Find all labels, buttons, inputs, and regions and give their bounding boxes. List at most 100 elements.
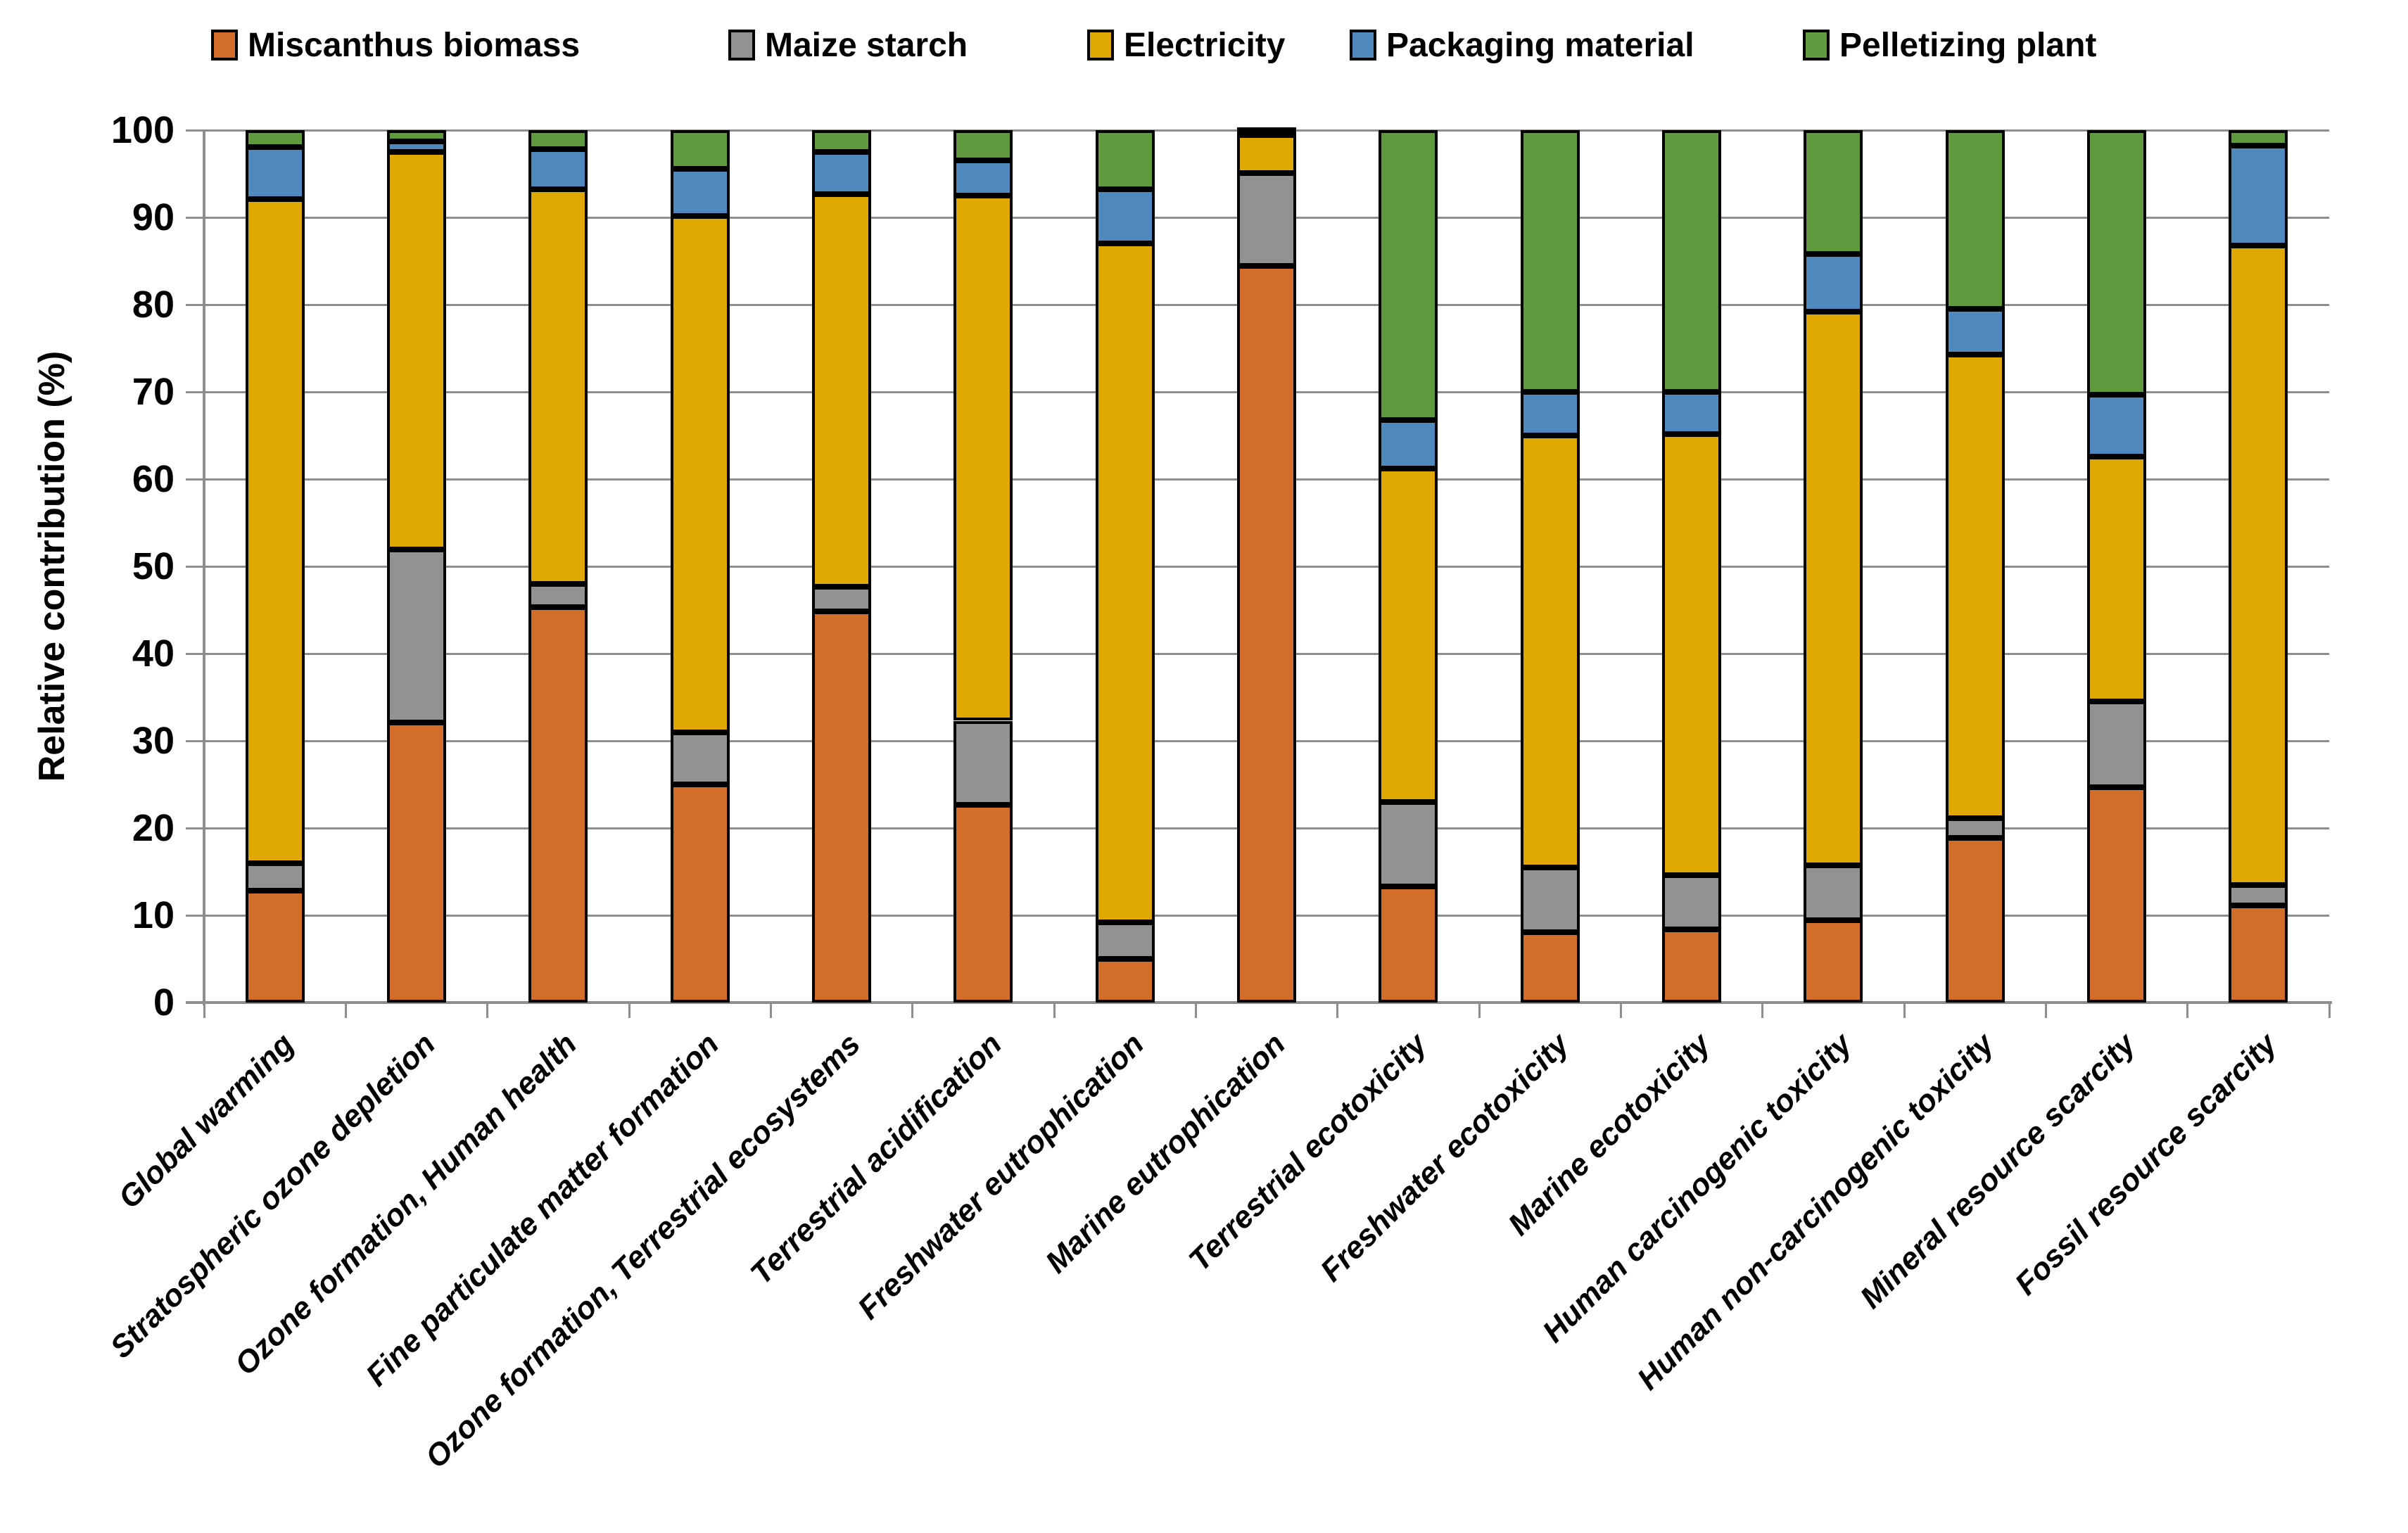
bar-segment-maize-starch bbox=[2229, 884, 2288, 906]
bar-segment-packaging-material bbox=[1945, 309, 2005, 355]
bar-segment-miscanthus-biomass bbox=[1237, 266, 1296, 1003]
bar-segment-electricity bbox=[387, 152, 446, 550]
bar-segment-miscanthus-biomass bbox=[2087, 787, 2146, 1003]
bar-segment-electricity bbox=[812, 193, 871, 587]
bar-segment-packaging-material bbox=[670, 168, 730, 216]
bar-segment-packaging-material bbox=[2087, 394, 2146, 457]
legend-label: Packaging material bbox=[1386, 26, 1694, 64]
bar-segment-maize-starch bbox=[1379, 801, 1438, 887]
x-axis-tick bbox=[1053, 1003, 1056, 1018]
y-tick-label: 20 bbox=[132, 807, 175, 849]
bar-segment-electricity bbox=[1237, 135, 1296, 173]
bar-6 bbox=[1095, 130, 1155, 1003]
x-axis-tick bbox=[1478, 1003, 1481, 1018]
y-axis-tick bbox=[186, 566, 204, 568]
bar-segment-maize-starch bbox=[670, 732, 730, 784]
bar-12 bbox=[1945, 130, 2005, 1003]
bar-5 bbox=[953, 130, 1013, 1003]
legend-swatch-icon bbox=[1803, 30, 1830, 61]
bar-segment-packaging-material bbox=[812, 152, 871, 194]
x-axis-tick bbox=[1336, 1003, 1339, 1018]
bar-segment-maize-starch bbox=[1662, 874, 1721, 929]
legend-swatch-icon bbox=[1350, 30, 1376, 61]
bar-segment-pelletizing-plant bbox=[1662, 130, 1721, 392]
bar-segment-miscanthus-biomass bbox=[387, 722, 446, 1003]
y-axis-tick bbox=[186, 304, 204, 306]
x-axis-tick bbox=[2328, 1003, 2331, 1018]
y-axis-tick bbox=[186, 827, 204, 829]
bar-segment-pelletizing-plant bbox=[1379, 130, 1438, 420]
bar-segment-pelletizing-plant bbox=[2229, 130, 2288, 146]
bar-segment-electricity bbox=[1095, 243, 1155, 922]
x-axis-tick bbox=[486, 1003, 489, 1018]
bar-segment-pelletizing-plant bbox=[2087, 130, 2146, 395]
bar-segment-packaging-material bbox=[1379, 419, 1438, 469]
x-axis-tick bbox=[344, 1003, 347, 1018]
bar-segment-miscanthus-biomass bbox=[2229, 905, 2288, 1003]
y-tick-label: 90 bbox=[132, 196, 175, 238]
plot-area bbox=[186, 127, 2332, 1018]
bar-segment-maize-starch bbox=[1945, 818, 2005, 838]
y-tick-label: 10 bbox=[132, 894, 175, 936]
bar-segment-electricity bbox=[1520, 435, 1580, 867]
bar-segment-packaging-material bbox=[387, 141, 446, 152]
y-tick-label: 0 bbox=[153, 981, 175, 1024]
x-axis-tick bbox=[628, 1003, 630, 1018]
bar-segment-miscanthus-biomass bbox=[1662, 929, 1721, 1003]
bar-segment-maize-starch bbox=[387, 549, 446, 723]
y-axis-tick bbox=[186, 391, 204, 393]
bar-0 bbox=[245, 130, 305, 1003]
bar-segment-maize-starch bbox=[1520, 867, 1580, 932]
bar-segment-pelletizing-plant bbox=[812, 130, 871, 152]
legend-item-0: Miscanthus biomass bbox=[211, 25, 580, 65]
bar-segment-maize-starch bbox=[953, 720, 1013, 805]
bar-segment-electricity bbox=[1662, 433, 1721, 875]
legend-label: Miscanthus biomass bbox=[248, 26, 581, 64]
legend-item-3: Packaging material bbox=[1350, 25, 1694, 65]
x-axis-tick bbox=[1761, 1003, 1764, 1018]
y-tick-label: 70 bbox=[132, 371, 175, 413]
bar-8 bbox=[1379, 130, 1438, 1003]
bar-3 bbox=[670, 130, 730, 1003]
bar-segment-miscanthus-biomass bbox=[1379, 886, 1438, 1003]
y-tick-label: 100 bbox=[110, 109, 175, 151]
bar-segment-electricity bbox=[1945, 354, 2005, 819]
x-axis-tick bbox=[1903, 1003, 1906, 1018]
bar-segment-maize-starch bbox=[1804, 865, 1863, 921]
bar-segment-packaging-material bbox=[245, 146, 305, 199]
bar-13 bbox=[2087, 130, 2146, 1003]
x-axis-tick bbox=[2044, 1003, 2047, 1018]
y-axis-tick bbox=[186, 915, 204, 917]
bar-1 bbox=[387, 130, 446, 1003]
bar-segment-electricity bbox=[1804, 311, 1863, 866]
y-axis-tick bbox=[186, 1002, 204, 1004]
x-axis-tick bbox=[911, 1003, 914, 1018]
bar-segment-packaging-material bbox=[1095, 189, 1155, 244]
y-axis-line bbox=[203, 130, 205, 1005]
bar-segment-packaging-material bbox=[2229, 146, 2288, 246]
bar-segment-maize-starch bbox=[812, 586, 871, 612]
bar-segment-pelletizing-plant bbox=[1237, 127, 1296, 133]
y-tick-label: 30 bbox=[132, 720, 175, 762]
bar-7 bbox=[1237, 127, 1296, 1003]
bar-segment-miscanthus-biomass bbox=[953, 804, 1013, 1003]
bar-segment-pelletizing-plant bbox=[670, 130, 730, 169]
bar-segment-maize-starch bbox=[245, 863, 305, 891]
y-axis-tick bbox=[186, 217, 204, 219]
x-axis-tick bbox=[1194, 1003, 1197, 1018]
y-axis-tick bbox=[186, 740, 204, 742]
bar-segment-packaging-material bbox=[528, 149, 588, 190]
bar-segment-miscanthus-biomass bbox=[812, 611, 871, 1003]
bar-segment-miscanthus-biomass bbox=[1804, 920, 1863, 1003]
bar-segment-miscanthus-biomass bbox=[528, 607, 588, 1003]
legend-label: Pelletizing plant bbox=[1839, 26, 2097, 64]
bar-segment-pelletizing-plant bbox=[953, 130, 1013, 161]
bar-segment-electricity bbox=[2229, 245, 2288, 885]
bar-segment-miscanthus-biomass bbox=[245, 891, 305, 1003]
bar-segment-pelletizing-plant bbox=[1945, 130, 2005, 310]
bar-segment-miscanthus-biomass bbox=[1945, 837, 2005, 1003]
bar-segment-pelletizing-plant bbox=[387, 130, 446, 142]
legend-swatch-icon bbox=[1087, 30, 1114, 61]
bar-segment-maize-starch bbox=[1237, 172, 1296, 267]
bar-segment-miscanthus-biomass bbox=[1095, 959, 1155, 1003]
